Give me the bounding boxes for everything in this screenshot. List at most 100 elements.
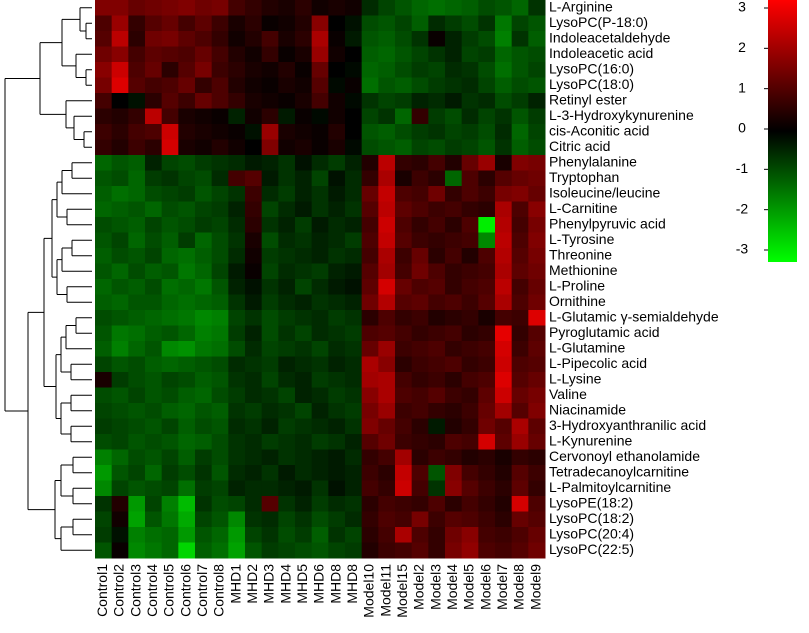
heatmap-cell: [211, 294, 229, 311]
heatmap-cell: [211, 139, 229, 156]
heatmap-cell: [295, 310, 313, 326]
heatmap-cell: [311, 542, 329, 559]
heatmap-cell: [495, 170, 513, 187]
heatmap-cell: [161, 542, 179, 559]
column-label: Model2: [411, 564, 427, 610]
heatmap-cell: [511, 77, 529, 94]
heatmap-cell: [395, 77, 413, 94]
heatmap-cell: [511, 294, 529, 311]
heatmap-cell: [445, 325, 463, 342]
heatmap-cell: [195, 387, 213, 404]
row-label: Tetradecanoylcarnitine: [549, 463, 689, 479]
heatmap-cell: [361, 217, 379, 233]
heatmap-cell: [311, 263, 329, 280]
heatmap-cell: [428, 186, 446, 202]
heatmap-cell: [395, 217, 413, 233]
heatmap-cell: [511, 186, 529, 202]
heatmap-cell: [361, 387, 379, 404]
heatmap-cell: [261, 77, 279, 94]
heatmap-cell: [328, 527, 346, 543]
heatmap-cell: [411, 186, 429, 202]
heatmap-cell: [478, 496, 496, 512]
heatmap-cell: [261, 542, 279, 559]
heatmap-cell: [345, 418, 363, 435]
heatmap-cell: [211, 434, 229, 450]
row-label: L-Kynurenine: [549, 432, 632, 448]
dendrogram-branch: [70, 425, 92, 443]
heatmap-cell: [445, 496, 463, 512]
heatmap-cell: [378, 511, 396, 528]
heatmap-cell: [495, 310, 513, 326]
heatmap-cell: [245, 449, 263, 466]
heatmap-cell: [111, 356, 129, 373]
heatmap-cell: [245, 341, 263, 357]
heatmap-cell: [411, 496, 429, 512]
heatmap-cell: [511, 201, 529, 218]
heatmap-cell: [278, 403, 296, 419]
heatmap-cell: [328, 511, 346, 528]
heatmap-cell: [378, 62, 396, 78]
heatmap-cell: [495, 279, 513, 295]
heatmap-cell: [228, 294, 246, 311]
heatmap-cell: [511, 310, 529, 326]
heatmap-cell: [495, 263, 513, 280]
heatmap-cell: [295, 139, 313, 156]
dendrogram-branch: [66, 208, 92, 226]
heatmap-cell: [428, 77, 446, 94]
heatmap-cell: [328, 294, 346, 311]
heatmap-cell: [395, 62, 413, 78]
heatmap-cell: [395, 170, 413, 187]
heatmap-cell: [95, 15, 113, 32]
dendrogram-branch: [70, 363, 92, 381]
heatmap-cell: [178, 449, 196, 466]
heatmap-cell: [128, 263, 146, 280]
heatmap-cell: [145, 0, 163, 16]
heatmap-cell: [211, 310, 229, 326]
heatmap-cell: [528, 186, 546, 202]
heatmap-cell: [378, 341, 396, 357]
heatmap-cell: [378, 496, 396, 512]
heatmap-cell: [495, 403, 513, 419]
heatmap-cell: [295, 372, 313, 388]
heatmap-cell: [411, 356, 429, 373]
heatmap-cell: [278, 325, 296, 342]
heatmap-cell: [278, 201, 296, 218]
heatmap-cell: [395, 108, 413, 125]
heatmap-cell: [195, 434, 213, 450]
heatmap-cell: [395, 511, 413, 528]
heatmap-cell: [411, 217, 429, 233]
row-label: 3-Hydroxyanthranilic acid: [549, 417, 706, 433]
heatmap-cell: [511, 170, 529, 187]
heatmap-cell: [145, 310, 163, 326]
heatmap-cell: [495, 248, 513, 264]
heatmap-cell: [495, 46, 513, 63]
heatmap-cell: [345, 496, 363, 512]
color-bar-tick-label: 0: [738, 120, 746, 136]
heatmap-cell: [311, 465, 329, 481]
dendrogram-branch: [72, 487, 92, 505]
heatmap-cell: [411, 263, 429, 280]
heatmap-cell: [145, 170, 163, 187]
row-label: Cervonoyl ethanolamide: [549, 448, 700, 464]
heatmap-cell: [278, 263, 296, 280]
heatmap-cell: [245, 108, 263, 125]
heatmap-cell: [495, 155, 513, 171]
heatmap-cell: [378, 186, 396, 202]
heatmap-cell: [278, 248, 296, 264]
heatmap-cell: [95, 217, 113, 233]
heatmap-cell: [445, 542, 463, 559]
heatmap-cell: [395, 542, 413, 559]
heatmap-cell: [245, 325, 263, 342]
dendrogram-branch: [60, 526, 92, 551]
heatmap-cell: [228, 93, 246, 109]
heatmap-cell: [178, 201, 196, 218]
heatmap-cell: [111, 403, 129, 419]
heatmap-cell: [128, 341, 146, 357]
heatmap-cell: [528, 77, 546, 94]
heatmap-cell: [478, 325, 496, 342]
heatmap-cell: [528, 124, 546, 140]
heatmap-cell: [528, 434, 546, 450]
heatmap-cell: [511, 325, 529, 342]
heatmap-cell: [345, 77, 363, 94]
color-bar: [768, 0, 797, 262]
